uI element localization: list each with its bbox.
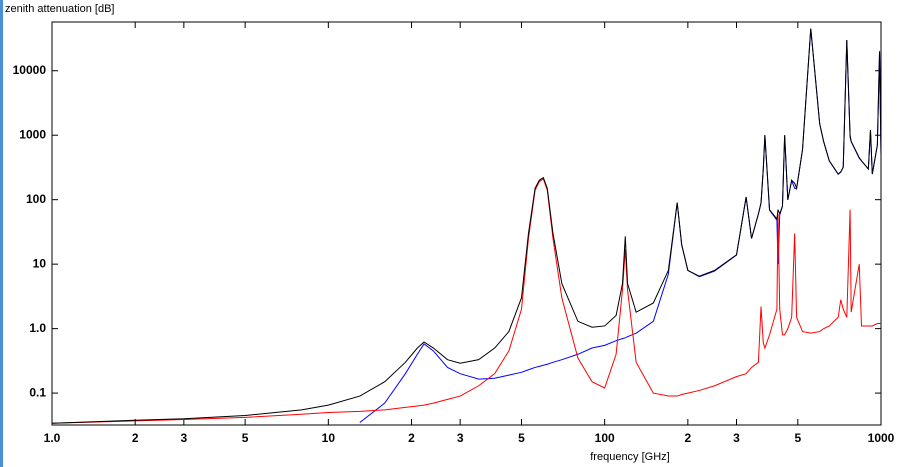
x-tick-label: 2 — [685, 431, 692, 445]
y-tick-label: 0.1 — [29, 385, 46, 399]
plot-frame — [51, 21, 882, 426]
y-axis-title: zenith attenuation [dB] — [5, 3, 114, 15]
y-tick-label: 1.0 — [29, 321, 46, 335]
x-tick-label: 2 — [132, 431, 139, 445]
x-tick-label: 10 — [322, 431, 336, 445]
x-tick-label: 5 — [242, 431, 249, 445]
x-tick-label: 1000 — [868, 431, 895, 445]
x-tick-label: 3 — [181, 431, 188, 445]
y-tick-label: 10000 — [13, 63, 47, 77]
y-tick-label: 100 — [26, 192, 46, 206]
x-tick-label: 5 — [518, 431, 525, 445]
y-tick-label: 1000 — [19, 127, 46, 141]
y-tick-label: 10 — [33, 256, 47, 270]
x-axis-title: frequency [GHz] — [590, 451, 669, 463]
plot-lines — [52, 28, 881, 424]
x-tick-label: 2 — [408, 431, 415, 445]
x-tick-label: 3 — [457, 431, 464, 445]
x-tick-label: 100 — [595, 431, 615, 445]
series-line — [52, 178, 881, 424]
x-tick-label: 3 — [733, 431, 740, 445]
series-line — [52, 28, 881, 424]
x-tick-label: 5 — [794, 431, 801, 445]
window-edge — [0, 0, 3, 467]
x-tick-label: 1.0 — [44, 431, 61, 445]
